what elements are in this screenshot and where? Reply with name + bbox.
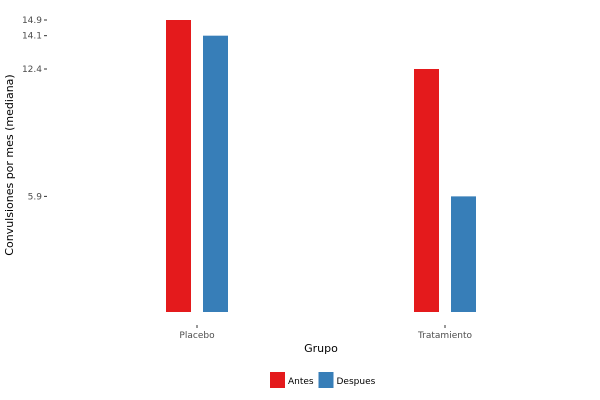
x-tick-label: Tratamiento — [417, 331, 472, 341]
legend: Antes Despues — [270, 372, 376, 388]
y-axis: 5.9 12.4 14.1 14.9 — [22, 16, 47, 202]
y-axis-title: Convulsiones por mes (mediana) — [3, 74, 16, 255]
y-tick-label: 5.9 — [28, 192, 43, 202]
legend-swatch-despues — [318, 372, 334, 388]
bars — [166, 20, 476, 312]
bar-tratamiento-antes — [414, 68, 439, 312]
y-tick-label: 12.4 — [22, 65, 42, 75]
y-tick-label: 14.1 — [22, 32, 42, 42]
x-axis: Placebo Tratamiento — [179, 325, 472, 341]
bar-placebo-despues — [203, 35, 228, 312]
x-axis-title: Grupo — [304, 342, 338, 355]
bar-placebo-antes — [166, 20, 191, 312]
legend-swatch-antes — [270, 372, 285, 388]
legend-label-antes: Antes — [288, 377, 314, 387]
x-tick-label: Placebo — [179, 331, 215, 341]
legend-label-despues: Despues — [337, 377, 376, 387]
y-tick-label: 14.9 — [22, 16, 42, 26]
bar-tratamiento-despues — [451, 196, 476, 312]
